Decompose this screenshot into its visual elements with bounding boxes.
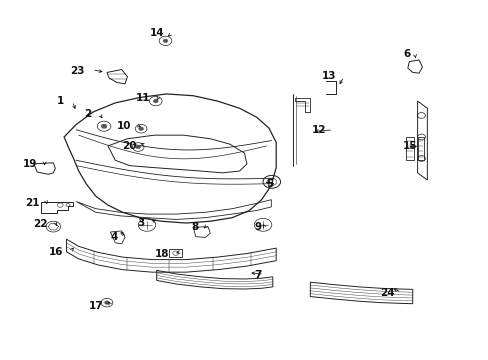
Text: 18: 18 — [154, 248, 168, 258]
Text: 12: 12 — [311, 125, 326, 135]
Text: 7: 7 — [254, 270, 261, 280]
Circle shape — [104, 301, 109, 305]
Circle shape — [163, 39, 167, 42]
Circle shape — [139, 127, 143, 131]
Text: 11: 11 — [136, 93, 150, 103]
Text: 22: 22 — [33, 219, 48, 229]
Text: 13: 13 — [321, 71, 335, 81]
Circle shape — [136, 145, 141, 149]
Text: 4: 4 — [110, 232, 118, 242]
Text: 5: 5 — [266, 179, 273, 189]
Text: 21: 21 — [25, 198, 40, 208]
Text: 17: 17 — [88, 301, 103, 311]
Text: 2: 2 — [83, 109, 91, 119]
Text: 14: 14 — [149, 28, 163, 38]
Text: 24: 24 — [379, 288, 394, 298]
Circle shape — [101, 124, 107, 129]
Text: 10: 10 — [117, 121, 131, 131]
Text: 8: 8 — [190, 222, 198, 231]
Text: 6: 6 — [402, 49, 409, 59]
Text: 23: 23 — [70, 66, 85, 76]
Text: 15: 15 — [402, 141, 417, 151]
Text: 1: 1 — [57, 96, 64, 106]
Circle shape — [153, 99, 158, 103]
Text: 9: 9 — [254, 222, 261, 231]
Text: 3: 3 — [137, 218, 144, 228]
Text: 19: 19 — [23, 159, 37, 169]
Text: 16: 16 — [48, 247, 63, 257]
Text: 20: 20 — [122, 141, 136, 151]
